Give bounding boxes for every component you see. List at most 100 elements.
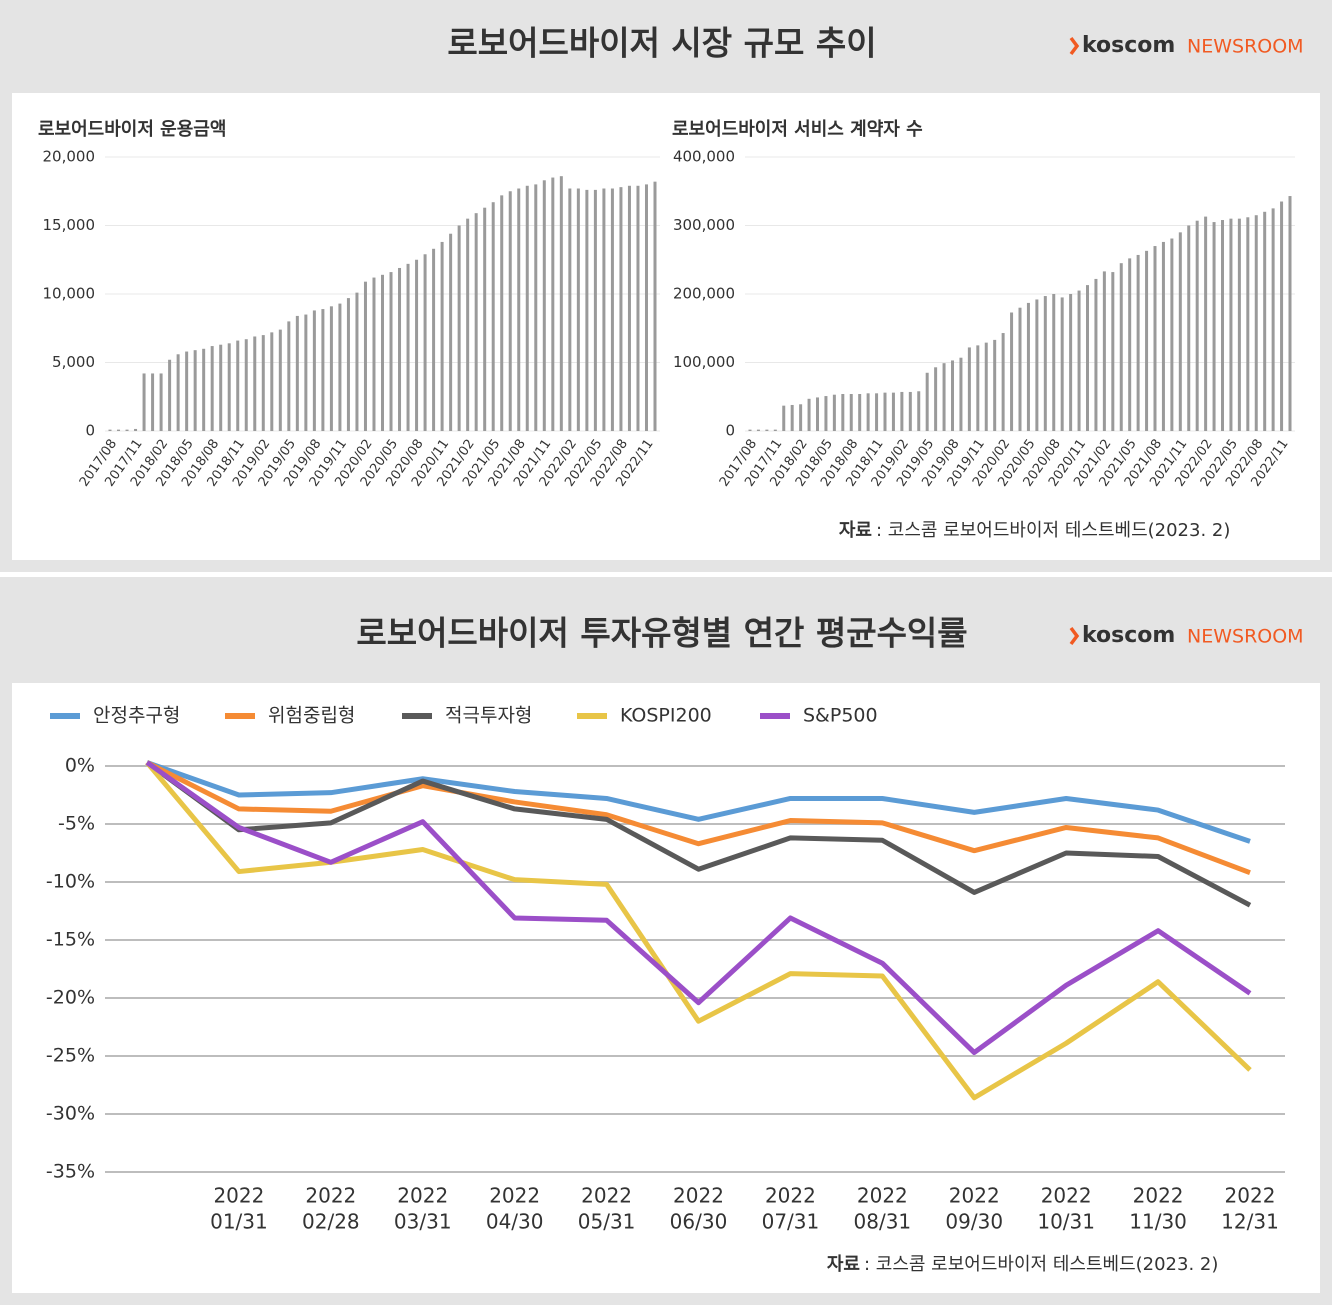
bar xyxy=(1288,196,1292,431)
bar xyxy=(1178,232,1182,431)
bar xyxy=(415,259,419,431)
bar xyxy=(525,185,529,431)
bar xyxy=(976,345,980,431)
bar xyxy=(108,429,112,431)
bar xyxy=(1043,296,1047,431)
logo-brand: koscom xyxy=(1082,623,1175,648)
bar xyxy=(346,298,350,431)
bar xyxy=(117,429,121,431)
x-tick-label: 2022 xyxy=(489,1184,540,1208)
bar xyxy=(423,254,427,431)
bar xyxy=(790,404,794,431)
x-tick-label: 2022 xyxy=(581,1184,632,1208)
bar xyxy=(993,339,997,431)
bar xyxy=(1263,211,1267,431)
bar xyxy=(542,180,546,431)
x-tick-label: 2022 xyxy=(213,1184,264,1208)
bar xyxy=(849,394,853,431)
bar xyxy=(134,428,138,431)
bar xyxy=(866,393,870,431)
y-tick-label: -25% xyxy=(46,1045,95,1067)
x-tick-label: 2022 xyxy=(305,1184,356,1208)
logo-name: NEWSROOM xyxy=(1187,36,1304,58)
bar xyxy=(508,191,512,431)
logo: koscom NEWSROOM xyxy=(1069,33,1304,58)
bar xyxy=(858,394,862,431)
bar xyxy=(1204,216,1208,431)
bar xyxy=(559,176,563,431)
bar xyxy=(1229,218,1233,431)
bar xyxy=(816,397,819,431)
y-tick-label: -5% xyxy=(58,813,95,835)
bar xyxy=(756,429,760,431)
bar xyxy=(159,373,163,431)
bar xyxy=(321,309,325,431)
bar xyxy=(389,272,393,431)
bar xyxy=(363,281,367,431)
x-tick-label: 2022 xyxy=(949,1184,1000,1208)
x-tick-label: 03/31 xyxy=(394,1210,452,1234)
bar xyxy=(338,303,342,431)
y-tick-label: -30% xyxy=(46,1103,95,1125)
legend-label: 안정추구형 xyxy=(93,705,180,727)
bar xyxy=(261,335,265,431)
bar xyxy=(151,373,155,431)
y-tick-label: 300,000 xyxy=(673,216,735,234)
bar xyxy=(1145,250,1149,431)
x-tick-label: 2022 xyxy=(1041,1184,1092,1208)
bar xyxy=(799,404,803,431)
bar xyxy=(219,344,223,431)
bar xyxy=(227,343,231,431)
bar xyxy=(636,185,640,431)
panel-title: 로보어드바이저 시장 규모 추이 xyxy=(447,24,876,63)
bar xyxy=(653,181,657,431)
bar xyxy=(1060,297,1064,431)
bar xyxy=(900,391,904,431)
y-tick-label: 20,000 xyxy=(43,148,96,166)
bar xyxy=(841,394,845,431)
series-line xyxy=(146,760,1251,844)
bar xyxy=(176,354,180,431)
bar xyxy=(210,346,214,431)
bar xyxy=(372,277,376,431)
bar xyxy=(644,184,648,431)
legend-label: S&P500 xyxy=(803,705,878,727)
chart-title: 로보어드바이저 운용금액 xyxy=(38,119,226,140)
bar xyxy=(406,263,410,431)
x-tick-label: 2022 xyxy=(857,1184,908,1208)
logo: koscom NEWSROOM xyxy=(1069,623,1304,648)
bar xyxy=(602,188,606,431)
x-tick-label: 2022 xyxy=(397,1184,448,1208)
bar xyxy=(168,359,172,431)
bar xyxy=(1094,278,1098,431)
bar xyxy=(748,429,752,431)
bar xyxy=(942,363,946,431)
bar xyxy=(1136,254,1140,431)
y-tick-label: -15% xyxy=(46,929,95,951)
bar xyxy=(491,202,495,431)
y-tick-label: 100,000 xyxy=(673,353,735,371)
bar xyxy=(270,332,274,431)
chart-title: 로보어드바이저 서비스 계약자 수 xyxy=(672,118,923,140)
bar xyxy=(466,218,470,431)
bar xyxy=(1195,220,1199,431)
y-tick-label: 0% xyxy=(65,755,95,777)
source: : 코스콤 로보어드바이저 테스트베드(2023. 2) xyxy=(864,1254,1218,1275)
x-tick-label: 06/30 xyxy=(670,1210,728,1234)
x-tick-label: 11/30 xyxy=(1129,1210,1187,1234)
bar xyxy=(627,185,631,431)
bar xyxy=(1280,201,1284,431)
bar xyxy=(908,391,912,431)
bar xyxy=(934,367,938,431)
bar xyxy=(1010,312,1014,431)
bar xyxy=(500,195,504,431)
bar xyxy=(1102,271,1106,431)
bar xyxy=(236,340,240,431)
x-tick-label: 09/30 xyxy=(945,1210,1003,1234)
bar xyxy=(1086,285,1089,431)
bar xyxy=(1119,263,1123,431)
x-tick-label: 04/30 xyxy=(486,1210,544,1234)
source: : 코스콤 로보어드바이저 테스트베드(2023. 2) xyxy=(876,520,1230,541)
bar xyxy=(875,393,879,431)
bar xyxy=(1254,215,1258,431)
